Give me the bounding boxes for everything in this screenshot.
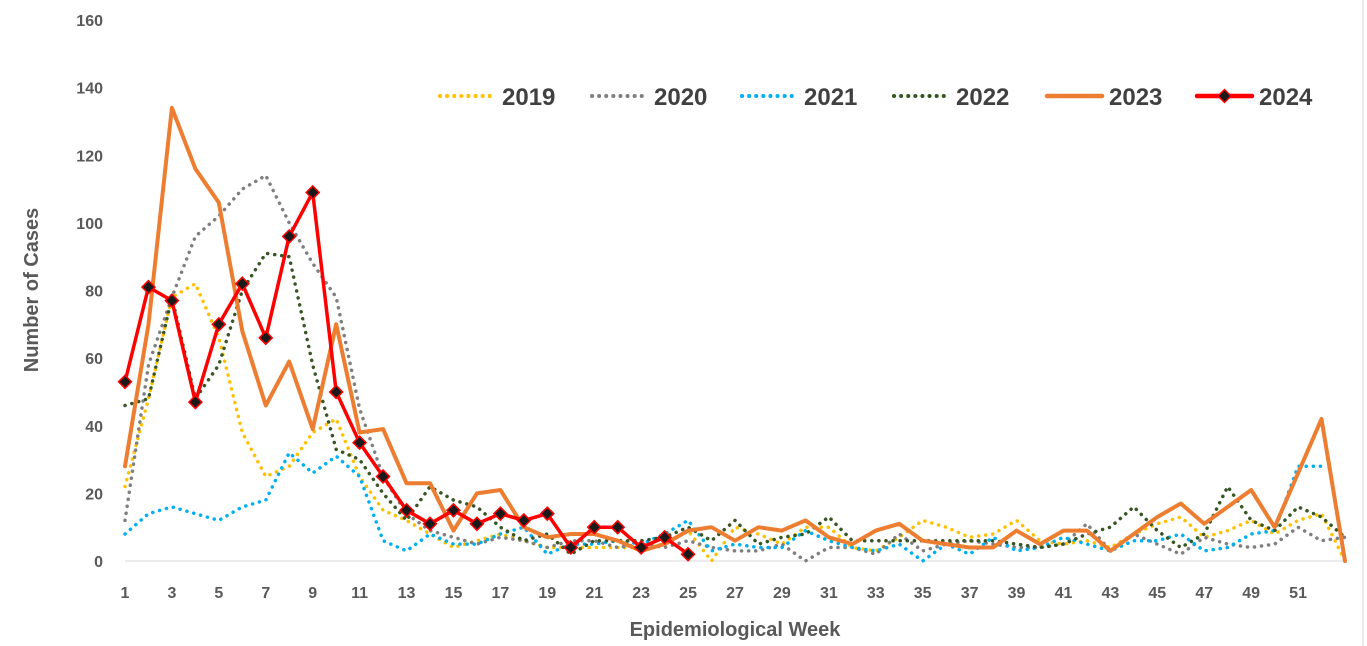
x-tick-label: 3 [167,585,176,602]
x-tick-label: 33 [867,585,885,602]
series-point-2024 [375,468,391,485]
y-tick-label: 120 [76,148,103,165]
series-point-2024 [422,516,438,532]
series-point-2024 [633,539,649,556]
x-tick-label: 21 [585,585,603,602]
y-tick-label: 0 [94,554,103,571]
y-tick-label: 60 [85,351,103,368]
legend-item-2024: 2024 [1194,84,1313,111]
series-point-2024 [610,519,626,535]
legend-label: 2019 [502,84,555,111]
series-point-2024 [657,529,673,545]
x-tick-label: 1 [121,585,130,602]
x-tick-label: 37 [961,585,979,602]
legend-label: 2021 [804,84,857,111]
x-tick-label: 51 [1289,585,1307,602]
series-point-2024 [492,506,508,522]
y-axis-title: Number of Cases [21,208,43,373]
legend: 2019 2020 2021 2022 2023 2024 [438,84,1313,111]
x-tick-label: 29 [773,585,791,602]
series-layer [117,105,1347,563]
y-tick-label: 40 [85,419,103,436]
series-point-2024 [187,394,203,410]
legend-item-2022: 2022 [892,84,1009,111]
series-point-2024 [140,279,157,295]
x-tick-label: 15 [445,585,463,602]
y-tick-label: 140 [76,81,103,98]
legend-label: 2022 [956,84,1009,111]
series-point-2024 [516,512,532,528]
legend-label: 2024 [1259,84,1313,111]
series-point-2024 [539,506,555,522]
legend-label: 2023 [1109,84,1162,111]
x-tick-label: 23 [632,585,650,602]
x-tick-label: 7 [261,585,270,602]
series-point-2024 [328,384,344,400]
x-tick-label: 45 [1148,585,1166,602]
x-tick-label: 17 [491,585,509,602]
y-tick-label: 160 [76,13,103,30]
x-tick-label: 43 [1101,585,1119,602]
legend-item-2020: 2020 [590,84,707,111]
x-tick-label: 11 [351,585,368,602]
legend-item-2021: 2021 [740,84,857,111]
series-point-2024 [117,374,133,390]
legend-item-2019: 2019 [438,84,555,111]
series-point-2024 [164,293,180,309]
series-point-2024 [563,539,579,556]
series-point-2024 [586,519,602,535]
legend-marker [1216,88,1233,104]
x-tick-label: 39 [1008,585,1026,602]
series-point-2024 [398,502,415,518]
series-point-2024 [211,316,227,332]
y-tick-label: 20 [85,486,103,503]
x-tick-label: 25 [679,585,697,602]
x-tick-label: 27 [726,585,744,602]
x-axis-ticks: 1 3 5 7 9 11 13 15 17 19 21 23 25 27 29 31 33 35 37 39 41 43 4… [121,585,1308,602]
series-line-2023 [123,105,1347,563]
x-tick-label: 47 [1195,585,1213,602]
series-point-2024 [469,516,485,532]
series-line-2021 [123,451,1324,563]
x-tick-label: 49 [1242,585,1260,602]
y-tick-label: 100 [76,216,103,233]
series-point-2024 [680,546,696,562]
x-tick-label: 5 [214,585,223,602]
y-axis-ticks: 0 20 40 60 80 100 120 140 160 [76,13,103,571]
series-line-2022 [123,251,1347,556]
legend-label: 2020 [654,84,707,111]
x-tick-label: 41 [1055,585,1073,602]
legend-item-2023: 2023 [1044,84,1162,111]
x-axis-title: Epidemiological Week [630,619,842,641]
y-tick-label: 80 [85,284,103,301]
series-point-2024 [352,435,368,451]
x-tick-label: 19 [538,585,556,602]
series-point-2024 [305,184,321,201]
series-point-2024 [234,276,250,292]
x-tick-label: 13 [398,585,416,602]
x-tick-label: 31 [820,585,838,602]
x-tick-label: 9 [308,585,317,602]
series-point-2024 [258,330,274,346]
series-line-2020 [123,173,1347,563]
series-point-2024 [281,228,297,244]
series-point-2024 [445,502,462,518]
x-tick-label: 35 [914,585,932,602]
